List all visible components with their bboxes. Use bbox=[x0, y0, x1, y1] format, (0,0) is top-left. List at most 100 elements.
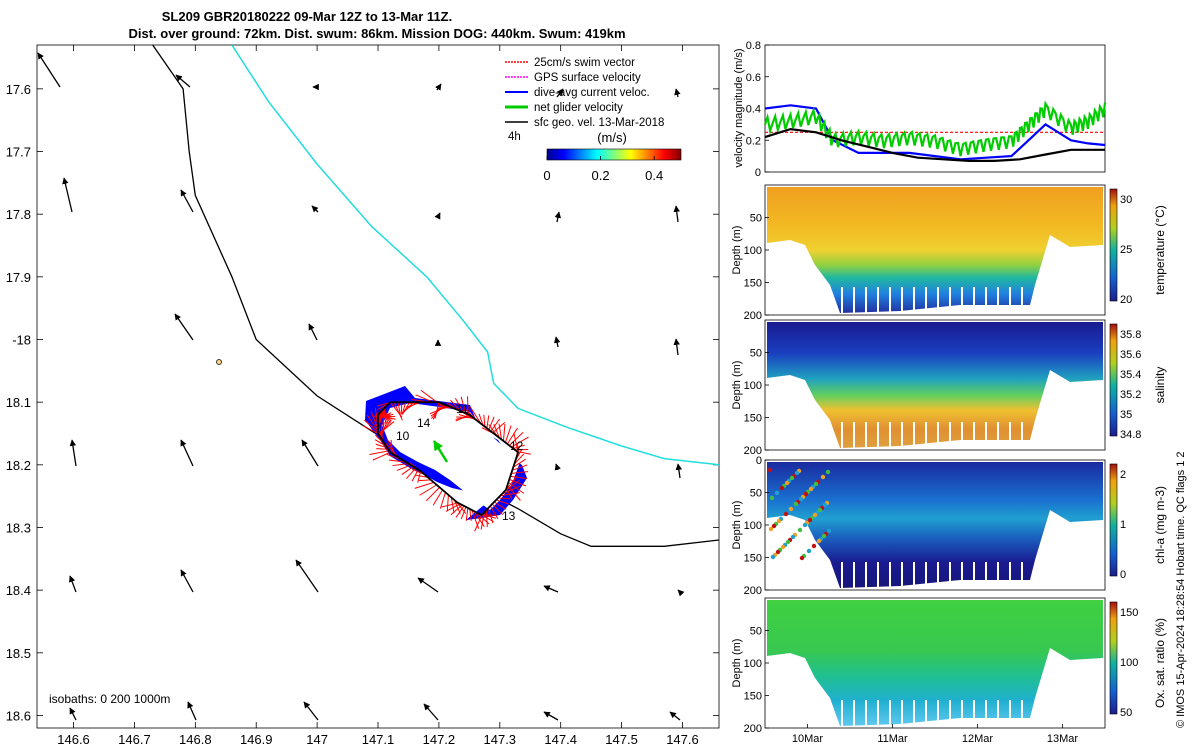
chla-sample-dot bbox=[795, 471, 799, 475]
chla-sample-dot bbox=[780, 486, 784, 490]
speed-colorbar bbox=[547, 149, 681, 160]
section-colorbar-tick-label: 35.4 bbox=[1120, 369, 1141, 381]
section-ytick-label: 0 bbox=[756, 455, 762, 467]
geo-velocity-arrow bbox=[418, 578, 438, 592]
geo-velocity-arrow bbox=[670, 712, 680, 720]
title-line-2: Dist. over ground: 72km. Dist. swum: 86k… bbox=[128, 26, 625, 41]
section-ytick-label: 150 bbox=[744, 413, 762, 425]
geo-velocity-arrow bbox=[676, 339, 678, 355]
geo-velocity-arrow bbox=[302, 440, 318, 466]
chla-sample-dot bbox=[826, 470, 830, 474]
section-colorbar-tick-label: 100 bbox=[1120, 657, 1138, 669]
map-content: 10 14 11 12 13 bbox=[38, 45, 719, 720]
section-xtick-label: 11Mar bbox=[877, 733, 908, 745]
section-xtick-label: 13Mar bbox=[1047, 733, 1079, 745]
chla-sample-dot bbox=[791, 535, 795, 539]
geo-velocity-arrow bbox=[424, 704, 438, 720]
colorbar-units: (m/s) bbox=[597, 130, 627, 145]
section-ytick-label: 150 bbox=[744, 691, 762, 703]
chla-sample-dot bbox=[772, 524, 776, 528]
section-ytick-label: 50 bbox=[750, 213, 762, 225]
section-ytick-label: 200 bbox=[744, 310, 762, 322]
section-colorbar-tick-label: 20 bbox=[1120, 294, 1132, 306]
day-label-13: 13 bbox=[502, 509, 516, 523]
section-ytick-label: 150 bbox=[744, 278, 762, 290]
section-colorbar-tick-label: 35.8 bbox=[1120, 329, 1141, 341]
map-ytick-label: 17.8 bbox=[6, 207, 31, 222]
chla-sample-dot bbox=[771, 555, 775, 559]
geo-velocity-arrow bbox=[181, 440, 193, 466]
chla-sample-dot bbox=[785, 481, 789, 485]
map-ytick-label: 17.9 bbox=[6, 270, 31, 285]
colorbar-tick-label: 0 bbox=[543, 168, 550, 183]
chla-sample-dot bbox=[790, 476, 794, 480]
map-ytick-label: 18.3 bbox=[6, 520, 31, 535]
section-xtick-label: 12Mar bbox=[962, 733, 994, 745]
chla-sample-dot bbox=[799, 497, 803, 501]
swim-vector bbox=[419, 480, 431, 481]
swim-vector bbox=[376, 449, 388, 450]
section-colorbar-label: chl-a (mg m-3) bbox=[1153, 486, 1167, 564]
day-label-11: 11 bbox=[456, 402, 469, 416]
chla-sample-dot bbox=[813, 513, 817, 517]
section-ylabel: Depth (m) bbox=[731, 226, 743, 275]
title-line-1: SL209 GBR20180222 09-Mar 12Z to 13-Mar 1… bbox=[162, 9, 452, 24]
map-xtick-label: 146.9 bbox=[240, 732, 273, 747]
chla-sample-dot bbox=[809, 487, 813, 491]
section-ytick-label: 100 bbox=[744, 520, 762, 532]
legend-geo-label: sfc geo. vel. 13-Mar-2018 bbox=[534, 117, 664, 129]
map-xtick-label: 147.2 bbox=[423, 732, 456, 747]
geo-velocity-arrow bbox=[556, 464, 558, 470]
map-frame bbox=[37, 45, 719, 728]
section-ytick-label: 50 bbox=[750, 488, 762, 500]
section-colorbar-tick-label: 1 bbox=[1120, 519, 1126, 531]
geo-velocity-arrow bbox=[676, 89, 678, 97]
section-colorbar bbox=[1110, 602, 1117, 714]
map-ytick-label: 17.6 bbox=[6, 82, 31, 97]
geo-velocity-arrow bbox=[38, 53, 60, 87]
velocity-ytick-label: 0 bbox=[755, 167, 761, 179]
legend-net-label: net glider velocity bbox=[534, 102, 623, 114]
colorbar-tick-label: 0.4 bbox=[645, 168, 663, 183]
day-label-14: 14 bbox=[417, 416, 431, 430]
chla-sample-dot bbox=[776, 550, 780, 554]
geo-velocity-arrow bbox=[296, 560, 318, 592]
chla-sample-dot bbox=[822, 534, 826, 538]
swim-vector bbox=[415, 482, 434, 488]
geo-velocity-arrow bbox=[544, 712, 558, 720]
velocity-ytick-label: 0.6 bbox=[746, 72, 761, 84]
section-ytick-label: 100 bbox=[744, 380, 762, 392]
chla-sample-dot bbox=[817, 539, 821, 543]
chla-sample-dot bbox=[770, 496, 774, 500]
chla-sample-dot bbox=[777, 519, 781, 523]
legend-current-label: dive-avg current veloc. bbox=[534, 87, 650, 99]
map-ytick-label: 18.1 bbox=[6, 395, 31, 410]
geo-velocity-arrow bbox=[181, 570, 193, 592]
section-ytick-label: 100 bbox=[744, 245, 762, 257]
chla-sample-dot bbox=[786, 540, 790, 544]
section-field bbox=[767, 322, 1103, 448]
map-ytick-label: -18 bbox=[12, 333, 31, 348]
chla-sample-dot bbox=[823, 503, 827, 507]
velocity-panel: 00.20.40.60.8 velocity magnitude (m/s) bbox=[733, 40, 1105, 179]
chla-sample-dot bbox=[818, 508, 822, 512]
chla-sample-dot bbox=[808, 518, 812, 522]
geo-velocity-arrow bbox=[188, 702, 196, 720]
map-ytick-label: 18.2 bbox=[6, 458, 31, 473]
map-xtick-label: 146.6 bbox=[57, 732, 90, 747]
section-ylabel: Depth (m) bbox=[731, 639, 743, 688]
section-colorbar bbox=[1110, 464, 1117, 576]
geo-velocity-arrow bbox=[557, 212, 559, 222]
map-ytick-label: 18.6 bbox=[6, 708, 31, 723]
isobath-1000-line bbox=[232, 45, 719, 465]
map-xtick-label: 146.7 bbox=[118, 732, 151, 747]
velocity-ytick-label: 0.2 bbox=[746, 135, 761, 147]
geo-velocity-arrow bbox=[64, 178, 72, 212]
section-colorbar-label: salinity bbox=[1153, 367, 1167, 404]
